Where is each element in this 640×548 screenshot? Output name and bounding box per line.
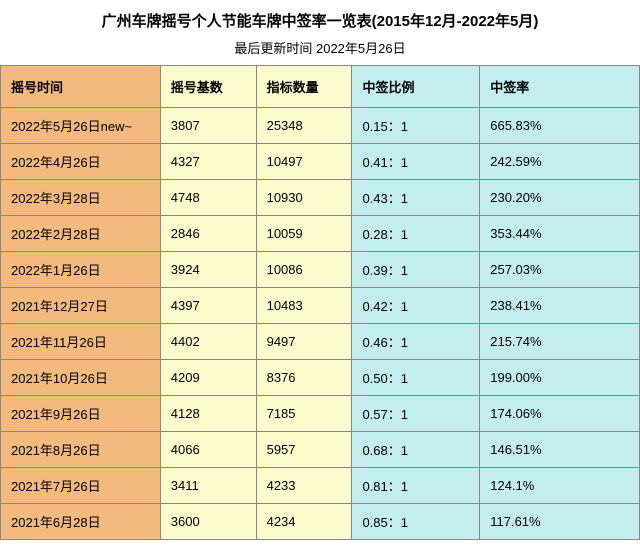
- table-container: 广州车牌摇号个人节能车牌中签率一览表(2015年12月-2022年5月) 最后更…: [0, 0, 640, 540]
- table-title: 广州车牌摇号个人节能车牌中签率一览表(2015年12月-2022年5月): [0, 0, 640, 36]
- cell-quota: 10930: [256, 180, 352, 216]
- cell-ratio: 0.68：1: [352, 432, 480, 468]
- cell-base: 4209: [160, 360, 256, 396]
- cell-date: 2021年10月26日: [1, 360, 161, 396]
- cell-ratio: 0.42：1: [352, 288, 480, 324]
- table-row: 2021年8月26日406659570.68：1146.51%: [1, 432, 640, 468]
- cell-base: 4327: [160, 144, 256, 180]
- cell-rate: 665.83%: [480, 108, 640, 144]
- header-base: 摇号基数: [160, 66, 256, 108]
- cell-quota: 10086: [256, 252, 352, 288]
- cell-ratio: 0.46：1: [352, 324, 480, 360]
- cell-date: 2022年4月26日: [1, 144, 161, 180]
- cell-quota: 5957: [256, 432, 352, 468]
- cell-ratio: 0.57：1: [352, 396, 480, 432]
- header-quota: 指标数量: [256, 66, 352, 108]
- cell-date: 2022年2月28日: [1, 216, 161, 252]
- cell-base: 3600: [160, 504, 256, 540]
- cell-base: 4128: [160, 396, 256, 432]
- cell-ratio: 0.28：1: [352, 216, 480, 252]
- cell-quota: 25348: [256, 108, 352, 144]
- table-row: 2022年2月28日2846100590.28：1353.44%: [1, 216, 640, 252]
- cell-ratio: 0.50：1: [352, 360, 480, 396]
- cell-date: 2022年5月26日new~: [1, 108, 161, 144]
- cell-quota: 10497: [256, 144, 352, 180]
- cell-date: 2021年7月26日: [1, 468, 161, 504]
- cell-date: 2022年1月26日: [1, 252, 161, 288]
- cell-date: 2022年3月28日: [1, 180, 161, 216]
- cell-rate: 353.44%: [480, 216, 640, 252]
- cell-date: 2021年8月26日: [1, 432, 161, 468]
- table-row: 2021年10月26日420983760.50：1199.00%: [1, 360, 640, 396]
- cell-quota: 8376: [256, 360, 352, 396]
- cell-ratio: 0.43：1: [352, 180, 480, 216]
- cell-base: 4066: [160, 432, 256, 468]
- table-row: 2021年7月26日341142330.81：1124.1%: [1, 468, 640, 504]
- table-row: 2022年1月26日3924100860.39：1257.03%: [1, 252, 640, 288]
- table-row: 2021年12月27日4397104830.42：1238.41%: [1, 288, 640, 324]
- cell-quota: 10483: [256, 288, 352, 324]
- cell-quota: 10059: [256, 216, 352, 252]
- cell-rate: 238.41%: [480, 288, 640, 324]
- cell-date: 2021年6月28日: [1, 504, 161, 540]
- cell-rate: 199.00%: [480, 360, 640, 396]
- cell-rate: 146.51%: [480, 432, 640, 468]
- cell-ratio: 0.85：1: [352, 504, 480, 540]
- cell-rate: 174.06%: [480, 396, 640, 432]
- table-subtitle: 最后更新时间 2022年5月26日: [0, 36, 640, 65]
- table-row: 2022年5月26日new~3807253480.15：1665.83%: [1, 108, 640, 144]
- cell-rate: 242.59%: [480, 144, 640, 180]
- cell-ratio: 0.81：1: [352, 468, 480, 504]
- header-rate: 中签率: [480, 66, 640, 108]
- header-ratio: 中签比例: [352, 66, 480, 108]
- cell-base: 3411: [160, 468, 256, 504]
- cell-quota: 7185: [256, 396, 352, 432]
- cell-quota: 4233: [256, 468, 352, 504]
- cell-base: 4397: [160, 288, 256, 324]
- cell-ratio: 0.15：1: [352, 108, 480, 144]
- cell-base: 3807: [160, 108, 256, 144]
- cell-rate: 257.03%: [480, 252, 640, 288]
- cell-date: 2021年12月27日: [1, 288, 161, 324]
- table-row: 2022年4月26日4327104970.41：1242.59%: [1, 144, 640, 180]
- cell-rate: 215.74%: [480, 324, 640, 360]
- cell-quota: 9497: [256, 324, 352, 360]
- header-date: 摇号时间: [1, 66, 161, 108]
- cell-base: 4402: [160, 324, 256, 360]
- cell-base: 2846: [160, 216, 256, 252]
- cell-quota: 4234: [256, 504, 352, 540]
- header-row: 摇号时间 摇号基数 指标数量 中签比例 中签率: [1, 66, 640, 108]
- cell-ratio: 0.39：1: [352, 252, 480, 288]
- data-table: 摇号时间 摇号基数 指标数量 中签比例 中签率 2022年5月26日new~38…: [0, 65, 640, 540]
- cell-base: 3924: [160, 252, 256, 288]
- cell-rate: 124.1%: [480, 468, 640, 504]
- table-row: 2021年6月28日360042340.85：1117.61%: [1, 504, 640, 540]
- table-row: 2021年9月26日412871850.57：1174.06%: [1, 396, 640, 432]
- table-row: 2021年11月26日440294970.46：1215.74%: [1, 324, 640, 360]
- cell-date: 2021年11月26日: [1, 324, 161, 360]
- cell-rate: 230.20%: [480, 180, 640, 216]
- cell-date: 2021年9月26日: [1, 396, 161, 432]
- cell-ratio: 0.41：1: [352, 144, 480, 180]
- table-body: 2022年5月26日new~3807253480.15：1665.83%2022…: [1, 108, 640, 540]
- cell-base: 4748: [160, 180, 256, 216]
- cell-rate: 117.61%: [480, 504, 640, 540]
- table-row: 2022年3月28日4748109300.43：1230.20%: [1, 180, 640, 216]
